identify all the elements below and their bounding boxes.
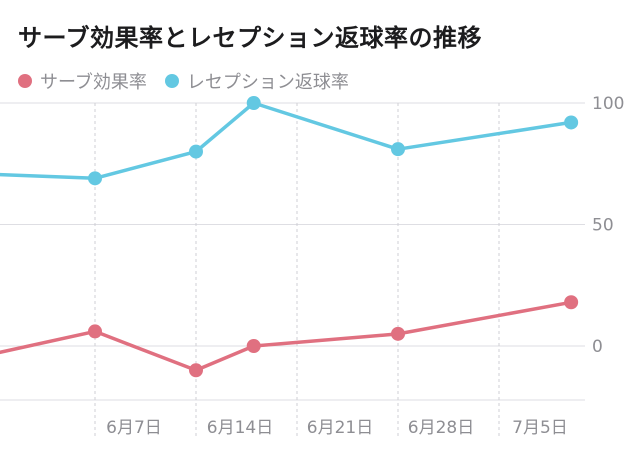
legend-item-reception[interactable]: レセプション返球率: [164, 68, 349, 94]
x-tick-label: 6月21日: [307, 418, 373, 438]
chart-title: サーブ効果率とレセプション返球率の推移: [18, 24, 483, 52]
series-line-0: [0, 300, 573, 373]
x-tick-label: 6月28日: [408, 418, 474, 438]
data-point: [246, 339, 261, 353]
chart-legend: サーブ効果率 レセプション返球率: [18, 68, 367, 94]
data-point: [391, 142, 405, 157]
data-point: [391, 326, 405, 341]
data-point: [564, 115, 579, 130]
legend-marker-serve: [18, 74, 32, 88]
y-tick-label: 50: [592, 216, 614, 236]
data-point: [564, 295, 579, 310]
data-point: [88, 171, 102, 186]
data-point: [88, 324, 102, 339]
y-tick-label: 0: [592, 337, 603, 357]
data-point: [246, 96, 261, 110]
x-tick-label: 6月7日: [106, 418, 162, 438]
x-tick-label: 6月14日: [207, 418, 273, 438]
legend-label-serve: サーブ効果率: [40, 72, 147, 93]
legend-label-reception: レセプション返球率: [186, 72, 349, 93]
legend-item-serve[interactable]: サーブ効果率: [18, 68, 147, 94]
y-tick-label: 100: [592, 94, 624, 114]
data-point: [189, 363, 203, 378]
data-point: [189, 144, 203, 159]
legend-marker-reception: [164, 74, 179, 88]
x-tick-label: 7月5日: [512, 418, 568, 438]
series-line-1: [0, 101, 573, 181]
